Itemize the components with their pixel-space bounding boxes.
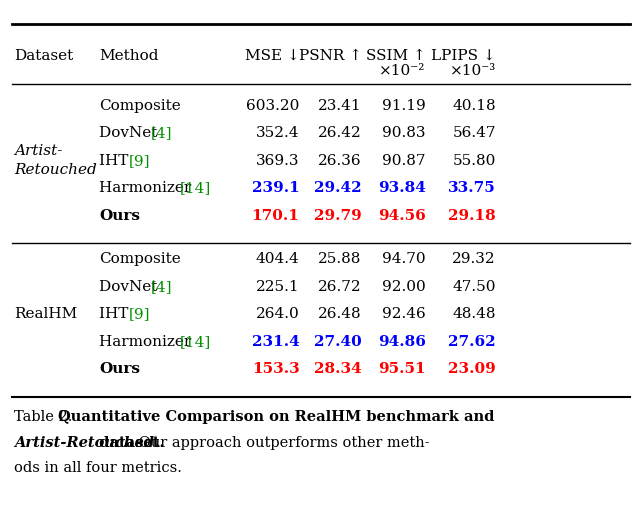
Text: 26.36: 26.36 bbox=[318, 154, 362, 168]
Text: ×10⁻³: ×10⁻³ bbox=[450, 65, 496, 78]
Text: DovNet: DovNet bbox=[99, 280, 163, 294]
Text: 352.4: 352.4 bbox=[256, 126, 300, 140]
Text: 25.88: 25.88 bbox=[318, 252, 362, 266]
Text: [9]: [9] bbox=[129, 154, 150, 168]
Text: Ours: Ours bbox=[99, 209, 140, 223]
Text: Quantitative Comparison on RealHM benchmark and: Quantitative Comparison on RealHM benchm… bbox=[58, 410, 494, 424]
Text: 29.79: 29.79 bbox=[314, 209, 362, 223]
Text: 90.87: 90.87 bbox=[382, 154, 426, 168]
Text: [14]: [14] bbox=[180, 335, 211, 349]
Text: ods in all four metrics.: ods in all four metrics. bbox=[14, 461, 182, 475]
Text: 225.1: 225.1 bbox=[256, 280, 300, 294]
Text: 28.34: 28.34 bbox=[314, 362, 362, 376]
Text: 94.56: 94.56 bbox=[378, 209, 426, 223]
Text: 95.51: 95.51 bbox=[378, 362, 426, 376]
Text: Artist-Retouched: Artist-Retouched bbox=[14, 436, 154, 450]
Text: 40.18: 40.18 bbox=[452, 99, 496, 113]
Text: 26.42: 26.42 bbox=[318, 126, 362, 140]
Text: 153.3: 153.3 bbox=[252, 362, 300, 376]
Text: 48.48: 48.48 bbox=[452, 307, 496, 321]
Text: 404.4: 404.4 bbox=[256, 252, 300, 266]
Text: Retouched: Retouched bbox=[14, 163, 97, 177]
Text: 231.4: 231.4 bbox=[252, 335, 300, 349]
Text: 369.3: 369.3 bbox=[256, 154, 300, 168]
Text: Our approach outperforms other meth-: Our approach outperforms other meth- bbox=[134, 436, 430, 450]
Text: 23.09: 23.09 bbox=[448, 362, 496, 376]
Text: 29.18: 29.18 bbox=[448, 209, 496, 223]
Text: Method: Method bbox=[99, 49, 159, 62]
Text: Dataset: Dataset bbox=[14, 49, 74, 62]
Text: 92.46: 92.46 bbox=[382, 307, 426, 321]
Text: 29.32: 29.32 bbox=[452, 252, 496, 266]
Text: 56.47: 56.47 bbox=[452, 126, 496, 140]
Text: LPIPS ↓: LPIPS ↓ bbox=[431, 49, 496, 62]
Text: 55.80: 55.80 bbox=[452, 154, 496, 168]
Text: 26.48: 26.48 bbox=[318, 307, 362, 321]
Text: Table 2.: Table 2. bbox=[14, 410, 77, 424]
Text: 29.42: 29.42 bbox=[314, 181, 362, 195]
Text: Harmonizer: Harmonizer bbox=[99, 335, 196, 349]
Text: Composite: Composite bbox=[99, 99, 181, 113]
Text: DovNet: DovNet bbox=[99, 126, 163, 140]
Text: [9]: [9] bbox=[129, 307, 150, 321]
Text: dataset.: dataset. bbox=[94, 436, 164, 450]
Text: IHT: IHT bbox=[99, 154, 134, 168]
Text: 23.41: 23.41 bbox=[318, 99, 362, 113]
Text: 93.84: 93.84 bbox=[378, 181, 426, 195]
Text: 27.40: 27.40 bbox=[314, 335, 362, 349]
Text: 170.1: 170.1 bbox=[252, 209, 300, 223]
Text: Harmonizer: Harmonizer bbox=[99, 181, 196, 195]
Text: Artist-: Artist- bbox=[14, 144, 63, 158]
Text: SSIM ↑: SSIM ↑ bbox=[366, 49, 426, 62]
Text: 264.0: 264.0 bbox=[256, 307, 300, 321]
Text: [4]: [4] bbox=[151, 126, 172, 140]
Text: 94.86: 94.86 bbox=[378, 335, 426, 349]
Text: 90.83: 90.83 bbox=[382, 126, 426, 140]
Text: 92.00: 92.00 bbox=[382, 280, 426, 294]
Text: 33.75: 33.75 bbox=[448, 181, 496, 195]
Text: MSE ↓: MSE ↓ bbox=[244, 49, 300, 62]
Text: 239.1: 239.1 bbox=[252, 181, 300, 195]
Text: 94.70: 94.70 bbox=[382, 252, 426, 266]
Text: Composite: Composite bbox=[99, 252, 181, 266]
Text: 47.50: 47.50 bbox=[452, 280, 496, 294]
Text: 91.19: 91.19 bbox=[382, 99, 426, 113]
Text: 26.72: 26.72 bbox=[318, 280, 362, 294]
Text: 27.62: 27.62 bbox=[449, 335, 496, 349]
Text: PSNR ↑: PSNR ↑ bbox=[299, 49, 362, 62]
Text: [14]: [14] bbox=[180, 181, 211, 195]
Text: Ours: Ours bbox=[99, 362, 140, 376]
Text: 603.20: 603.20 bbox=[246, 99, 300, 113]
Text: ×10⁻²: ×10⁻² bbox=[380, 65, 426, 78]
Text: RealHM: RealHM bbox=[14, 307, 77, 321]
Text: [4]: [4] bbox=[151, 280, 172, 294]
Text: IHT: IHT bbox=[99, 307, 134, 321]
